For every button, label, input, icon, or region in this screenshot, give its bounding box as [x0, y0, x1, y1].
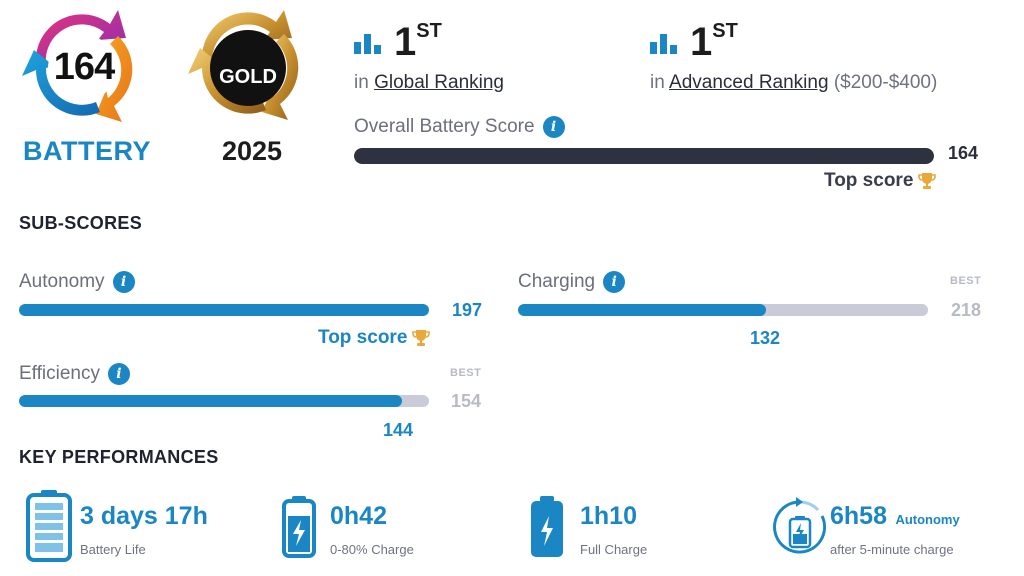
autonomy-label: Autonomy i — [19, 271, 135, 293]
global-ranking-link[interactable]: Global Ranking — [374, 72, 504, 93]
efficiency-value: 144 — [383, 420, 414, 440]
quick-charge-desc: after 5-minute charge — [830, 542, 954, 557]
charging-best-value: 218 — [951, 300, 982, 320]
full-charge-desc: Full Charge — [580, 542, 648, 557]
info-icon[interactable]: i — [112, 271, 135, 293]
perf-quick-charge-autonomy: 6h58 Autonomy after 5-minute charge — [770, 496, 1020, 560]
charge-80-value: 0h42 — [330, 502, 387, 530]
info-icon[interactable]: i — [107, 363, 130, 385]
advanced-rank-suffix: ST — [712, 20, 738, 42]
perf-charge-80: 0h42 0-80% Charge — [282, 496, 482, 560]
global-rank-number: 1 — [394, 20, 417, 64]
award-year: 2025 — [221, 136, 283, 166]
global-ranking: 1ST in Global Ranking — [354, 20, 634, 100]
charging-label: Charging i — [518, 271, 626, 293]
efficiency-label: Efficiency i — [19, 363, 130, 385]
advanced-rank-prefix: in — [650, 72, 665, 93]
global-rank-suffix: ST — [416, 20, 442, 42]
trophy-icon — [918, 173, 937, 189]
overall-score-label: Overall Battery Score i — [354, 116, 565, 138]
award-text: GOLD — [219, 66, 277, 88]
gold-award-badge: GOLD — [184, 8, 310, 130]
sub-scores-title: SUB-SCORES — [19, 213, 143, 233]
autonomy-fill — [19, 304, 429, 316]
overall-score-bar — [354, 148, 934, 164]
charging-value: 132 — [750, 328, 781, 348]
quick-charge-value: 6h58 — [830, 502, 887, 530]
advanced-rank-number: 1 — [690, 20, 713, 64]
global-rank-prefix: in — [354, 72, 369, 93]
overall-top-score: Top score — [824, 170, 937, 192]
efficiency-bar — [19, 395, 429, 407]
advanced-ranking-price-range: ($200-$400) — [833, 72, 938, 93]
score-ring-icon — [22, 10, 133, 122]
award-medal-icon — [188, 10, 299, 120]
perf-battery-life: 3 days 17h Battery Life — [26, 490, 266, 562]
battery-charge-icon — [282, 496, 316, 558]
info-icon[interactable]: i — [603, 271, 626, 293]
autonomy-top-score: Top score — [318, 327, 431, 349]
overall-score-fill — [354, 148, 934, 164]
trophy-icon — [412, 330, 431, 346]
advanced-ranking: 1ST in Advanced Ranking ($200-$400) — [650, 20, 1010, 100]
full-charge-value: 1h10 — [580, 502, 637, 530]
overall-score-value: 164 — [948, 143, 979, 163]
charging-fill — [518, 304, 767, 316]
efficiency-fill — [19, 395, 403, 407]
battery-bolt-icon — [531, 496, 563, 557]
battery-score-badge: 164 — [14, 6, 154, 128]
key-performances-title: KEY PERFORMANCES — [19, 447, 219, 467]
battery-cycle-icon — [773, 497, 827, 554]
charge-80-desc: 0-80% Charge — [330, 542, 414, 557]
advanced-ranking-link[interactable]: Advanced Ranking — [669, 72, 829, 93]
battery-full-icon — [26, 490, 72, 562]
charging-best-tag: BEST — [950, 275, 982, 287]
battery-life-desc: Battery Life — [80, 542, 146, 557]
perf-full-charge: 1h10 Full Charge — [530, 496, 730, 560]
quick-charge-extra: Autonomy — [895, 512, 960, 527]
charging-bar — [518, 304, 928, 316]
autonomy-bar — [19, 304, 429, 316]
battery-label: BATTERY — [23, 136, 151, 166]
info-icon[interactable]: i — [542, 116, 565, 138]
efficiency-best-value: 154 — [451, 391, 482, 411]
ranking-bars-icon — [650, 34, 677, 54]
ranking-bars-icon — [354, 34, 381, 54]
battery-life-value: 3 days 17h — [80, 502, 208, 530]
efficiency-best-tag: BEST — [450, 367, 482, 379]
autonomy-value: 197 — [452, 300, 483, 320]
score-value: 164 — [53, 46, 115, 88]
